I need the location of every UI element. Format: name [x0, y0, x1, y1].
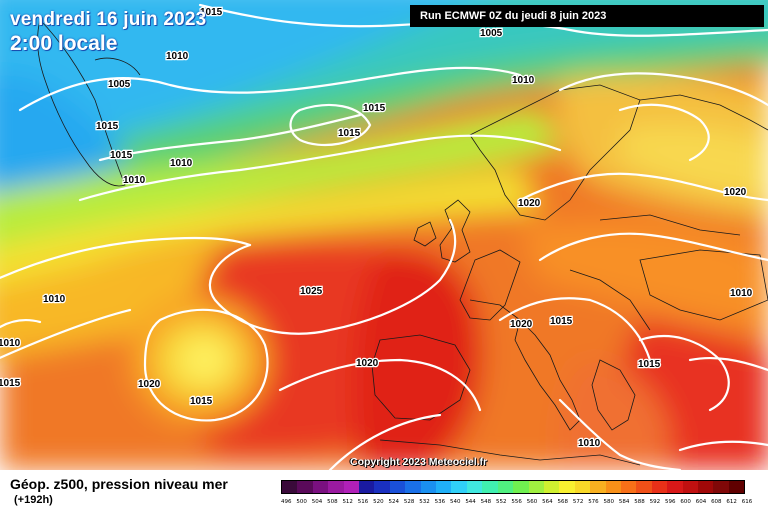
scale-swatch: [297, 481, 313, 493]
forecast-time: 2:00 locale: [10, 32, 118, 55]
isobar-label: 1015: [110, 150, 133, 161]
scale-swatch: [282, 481, 298, 493]
scale-swatch: [328, 481, 344, 493]
isobar-label: 1010: [43, 294, 66, 305]
scale-value: 608: [711, 499, 722, 505]
scale-value: 596: [664, 499, 676, 505]
isobar-label: 1015: [363, 103, 386, 114]
scale-value: 572: [572, 499, 584, 505]
scale-value: 544: [465, 499, 476, 505]
scale-value: 576: [588, 499, 599, 505]
scale-value: 568: [557, 499, 568, 505]
scale-swatch: [651, 481, 668, 493]
scale-value: 592: [649, 499, 661, 505]
isobar-label: 1015: [190, 396, 213, 407]
isobar-label: 1010: [730, 288, 753, 299]
scale-value: 600: [680, 499, 691, 505]
scale-value: 564: [542, 499, 553, 505]
color-scale: [281, 480, 745, 494]
scale-swatch: [359, 481, 375, 493]
scale-swatch: [497, 481, 514, 493]
scale-value: 616: [741, 499, 753, 505]
scale-swatch: [451, 481, 467, 493]
isobar-label: 1010: [123, 175, 146, 186]
scale-swatch: [620, 481, 637, 493]
scale-swatch: [590, 481, 606, 493]
isobar-label: 1020: [138, 379, 161, 390]
scale-swatch: [543, 481, 560, 493]
scale-swatch: [389, 481, 406, 493]
forecast-date: vendredi 16 juin 2023: [10, 9, 207, 30]
isobar-label: 1010: [170, 158, 193, 169]
isobar-label: 1015: [0, 378, 21, 389]
scale-swatch: [374, 481, 390, 493]
scale-swatch: [420, 481, 437, 493]
isobar-label: 1010: [578, 438, 601, 449]
scale-value: 584: [618, 499, 630, 505]
color-scale-labels: 496 500 504 508 512 516 520 524 528 532 536 540 544 5…: [281, 499, 757, 509]
scale-swatch: [513, 481, 529, 493]
isobar-label: 1025: [300, 286, 323, 297]
coastlines: [37, 19, 768, 466]
scale-value: 548: [480, 499, 492, 505]
scale-swatch: [466, 481, 483, 493]
model-run-label: Run ECMWF 0Z du jeudi 8 juin 2023: [410, 5, 764, 27]
scale-value: 528: [403, 499, 415, 505]
isobar-label: 1015: [96, 121, 119, 132]
scale-value: 524: [388, 499, 400, 505]
isobar-label: 1015: [638, 359, 661, 370]
scale-value: 556: [511, 499, 522, 505]
isobar-label: 1015: [550, 316, 573, 327]
scale-value: 532: [419, 499, 430, 505]
product-title: Géop. z500, pression niveau mer: [10, 476, 228, 492]
scale-value: 536: [434, 499, 446, 505]
scale-swatch: [312, 481, 329, 493]
scale-swatch: [574, 481, 591, 493]
scale-value: 588: [634, 499, 645, 505]
scale-swatch: [636, 481, 652, 493]
isobar-labels: 1015 1005 1010 1005 1015 1015 1010 1010 …: [0, 6, 754, 451]
scale-value: 496: [281, 499, 292, 505]
scale-swatch: [559, 481, 575, 493]
scale-swatch: [713, 481, 729, 493]
scale-value: 540: [449, 499, 461, 505]
isobar-label: 1020: [356, 358, 379, 369]
isobar-label: 1005: [108, 79, 131, 90]
scale-swatch: [436, 481, 452, 493]
scale-value: 580: [603, 499, 615, 505]
scale-value: 512: [342, 499, 353, 505]
scale-swatch: [682, 481, 698, 493]
scale-swatch: [343, 481, 360, 493]
scale-swatch: [728, 481, 745, 493]
scale-swatch: [605, 481, 621, 493]
scale-value: 552: [496, 499, 507, 505]
isobar-label: 1015: [338, 128, 361, 139]
scale-value: 508: [327, 499, 338, 505]
scale-swatch: [697, 481, 714, 493]
scale-swatch: [528, 481, 544, 493]
geopotential-field: [0, 0, 768, 470]
scale-value: 560: [526, 499, 538, 505]
isobar-label: 1005: [480, 28, 503, 39]
scale-value: 520: [373, 499, 384, 505]
isobar-label: 1010: [0, 338, 21, 349]
scale-swatch: [667, 481, 683, 493]
scale-value: 612: [726, 499, 737, 505]
isobar-label: 1015: [200, 7, 223, 18]
lead-time: (+192h): [14, 494, 53, 506]
scale-value: 516: [357, 499, 369, 505]
weather-map: 1015 1005 1010 1005 1015 1015 1010 1010 …: [0, 0, 768, 470]
isobar-label: 1010: [166, 51, 189, 62]
scale-swatch: [482, 481, 498, 493]
copyright-text: Copyright 2023 Meteociel.fr: [350, 456, 488, 468]
scale-swatch: [405, 481, 421, 493]
scale-value: 504: [311, 499, 323, 505]
scale-value: 604: [695, 499, 707, 505]
isobar-label: 1020: [724, 187, 747, 198]
scale-value: 500: [296, 499, 307, 505]
isobar-label: 1010: [512, 75, 535, 86]
isobar-label: 1020: [510, 319, 533, 330]
isobar-label: 1020: [518, 198, 541, 209]
